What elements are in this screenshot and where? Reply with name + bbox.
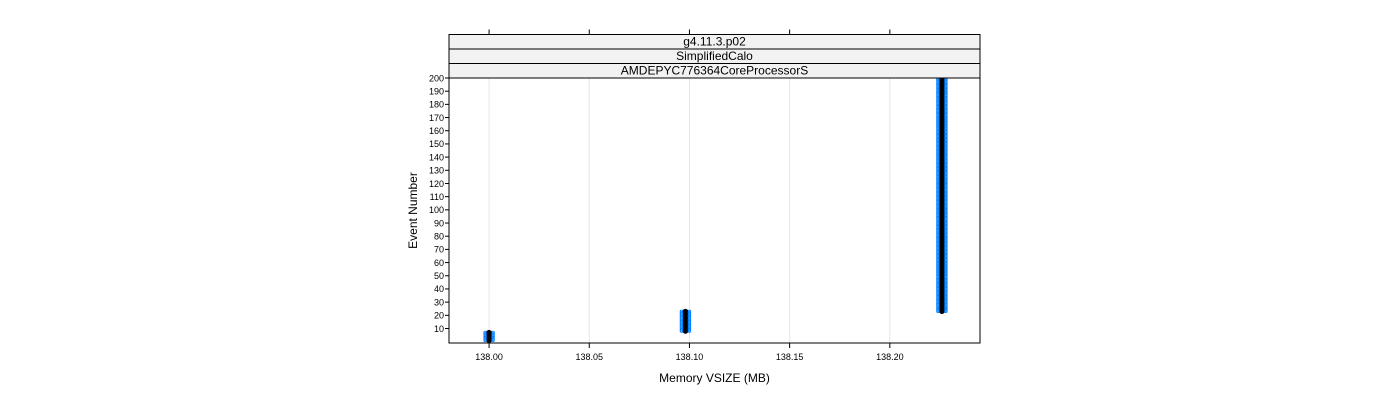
y-tick-label: 150 <box>429 139 444 149</box>
median-point <box>682 308 689 314</box>
y-tick-label: 100 <box>429 205 444 215</box>
point-cluster <box>936 75 948 314</box>
y-tick-label: 110 <box>430 192 444 202</box>
point-cluster <box>679 308 692 334</box>
y-tick-label: 30 <box>434 297 444 307</box>
x-axis-label: Memory VSIZE (MB) <box>659 371 770 385</box>
strip-header <box>448 63 981 79</box>
strip-label: AMDEPYC776364CoreProcessorS <box>621 64 808 78</box>
data-point <box>491 332 495 336</box>
point-cluster <box>483 329 495 343</box>
y-tick-label: 130 <box>429 166 444 176</box>
y-tick-label: 40 <box>434 284 444 294</box>
y-axis-label: Event Number <box>406 172 420 249</box>
plot-panel <box>448 77 981 344</box>
y-tick-label: 80 <box>434 232 444 242</box>
x-tick-label: 138.10 <box>676 352 704 362</box>
y-tick-label: 90 <box>434 218 444 228</box>
y-tick-label: 180 <box>429 100 444 110</box>
y-tick-label: 200 <box>429 73 444 83</box>
x-tick-label: 138.15 <box>776 352 804 362</box>
y-tick-label: 160 <box>429 126 444 136</box>
y-tick-label: 70 <box>434 245 444 255</box>
y-tick-label: 60 <box>434 258 444 268</box>
y-tick-label: 20 <box>434 311 444 321</box>
y-tick-label: 190 <box>429 86 444 96</box>
x-tick-label: 138.00 <box>475 352 503 362</box>
x-tick-label: 138.05 <box>575 352 603 362</box>
data-point <box>491 330 495 335</box>
y-tick-label: 10 <box>434 324 444 334</box>
axes: 138.00 138.05 138.10 138.15 138.20 10 20 30 40 50… <box>429 29 904 362</box>
y-tick-label: 50 <box>434 271 444 281</box>
strip-label: SimplifiedCalo <box>676 49 753 63</box>
x-tick-label: 138.20 <box>876 352 904 362</box>
grid-layer <box>488 78 891 343</box>
strip-label: g4.11.3.p02 <box>683 35 746 49</box>
median-point <box>486 329 492 336</box>
y-tick-label: 140 <box>429 152 444 162</box>
data-point <box>687 309 692 314</box>
points-layer <box>483 75 948 343</box>
y-tick-label: 120 <box>429 179 444 189</box>
y-tick-label: 170 <box>429 113 444 123</box>
data-point <box>687 310 692 315</box>
strip-headers: g4.11.3.p02SimplifiedCaloAMDEPYC776364Co… <box>448 34 981 79</box>
